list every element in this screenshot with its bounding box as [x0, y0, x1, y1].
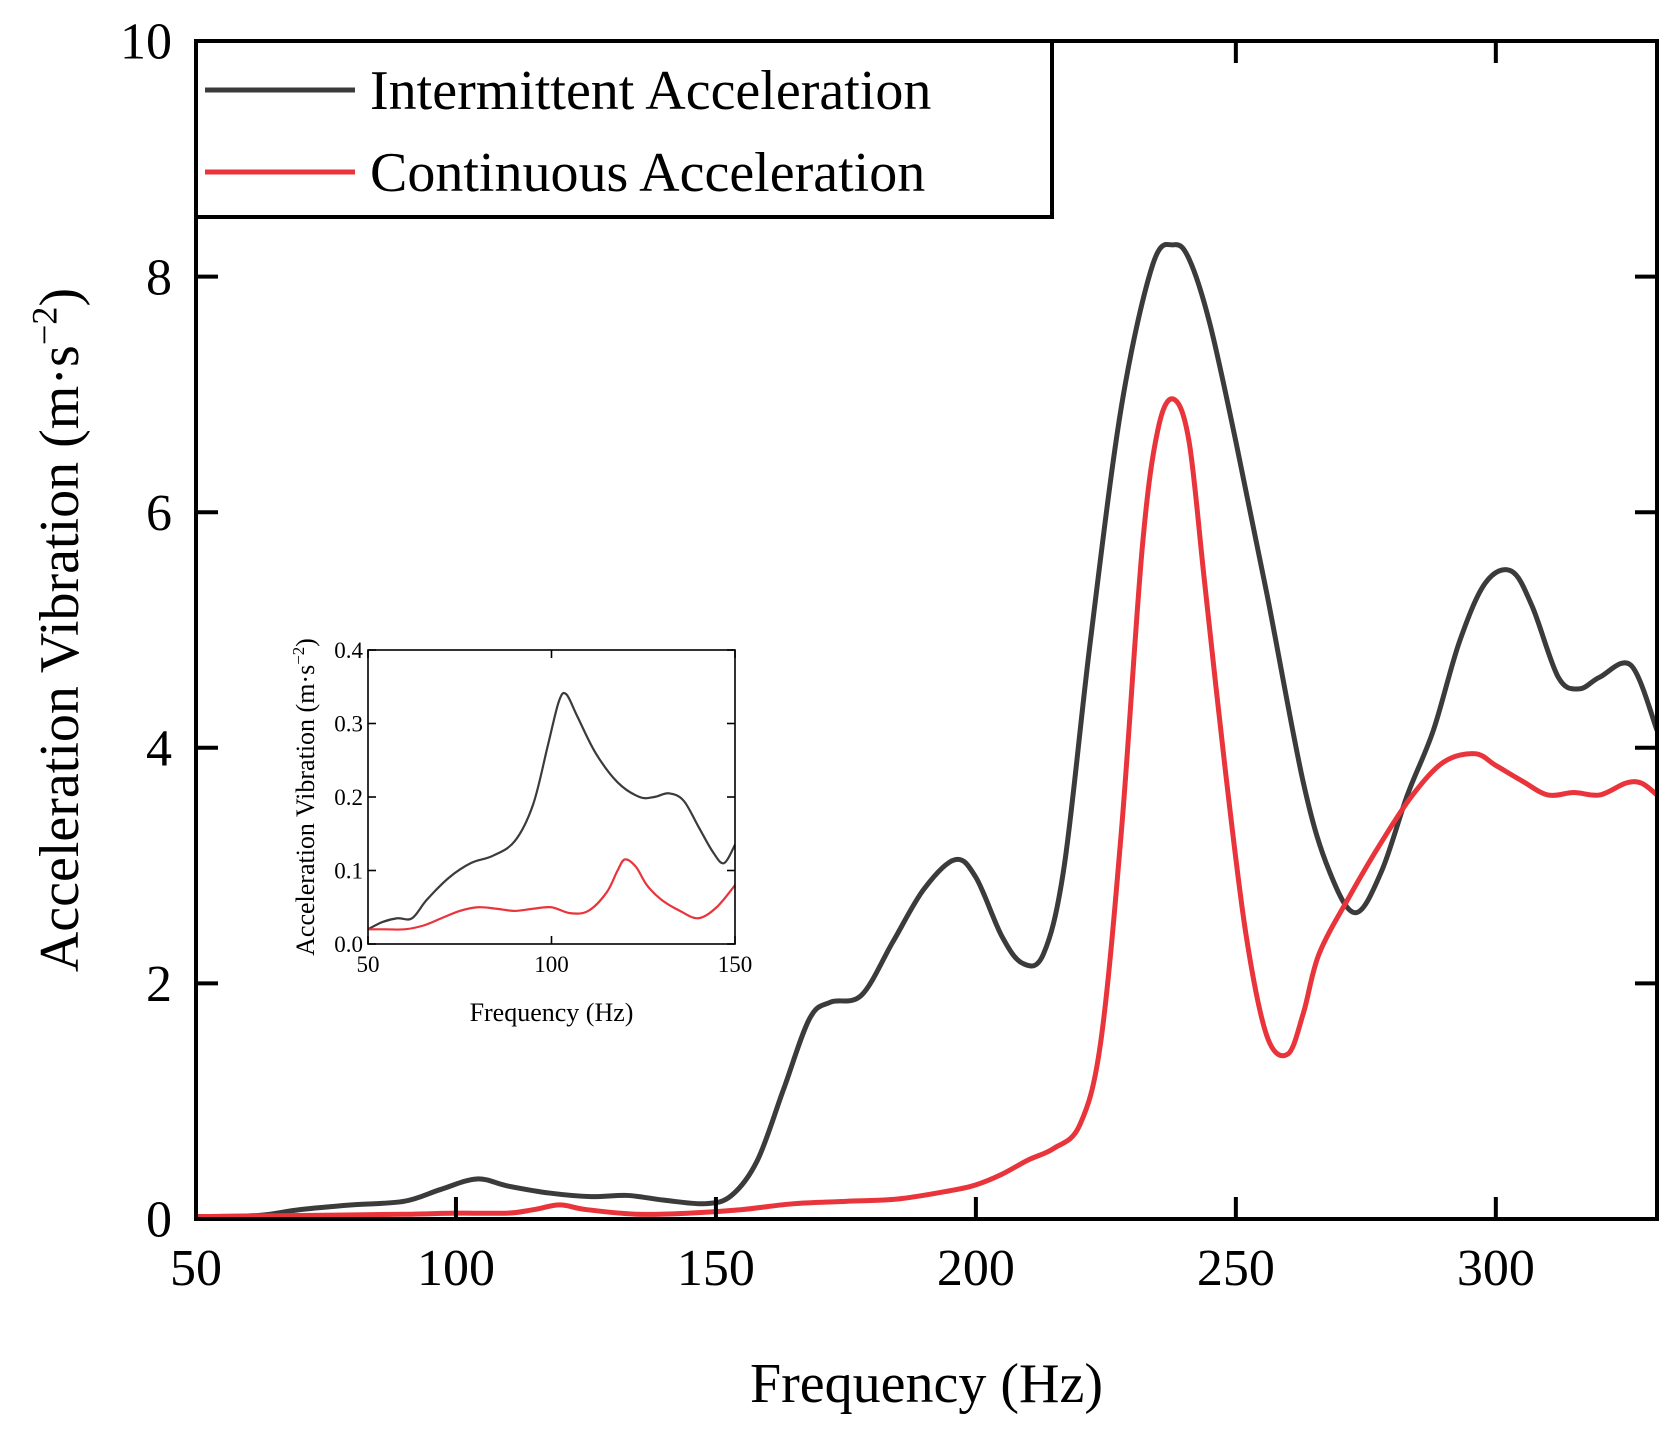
y-tick-label: 0	[146, 1192, 172, 1249]
x-tick-label: 50	[170, 1240, 222, 1297]
x-tick-label: 200	[937, 1240, 1015, 1297]
series-line-intermittent	[196, 241, 1657, 1219]
x-tick-label: 250	[1197, 1240, 1275, 1297]
x-axis-label: Frequency (Hz)	[750, 1353, 1103, 1415]
inset-x-tick-label: 50	[357, 952, 380, 977]
y-axis-label-close: )	[29, 288, 91, 307]
legend-label-continuous: Continuous Acceleration	[370, 142, 925, 204]
inset-y-axis-label: Acceleration Vibration (m·s−2)	[289, 638, 320, 956]
y-tick-label: 8	[146, 249, 172, 306]
inset-x-tick-label: 150	[718, 952, 753, 977]
x-tick-label: 100	[417, 1240, 495, 1297]
series-line-continuous	[196, 396, 1657, 1219]
y-tick-label: 2	[146, 956, 172, 1013]
inset-series-line-intermittent	[368, 691, 735, 931]
inset-series-line-continuous	[368, 858, 735, 931]
y-axis-label-superscript: −2	[25, 307, 65, 346]
inset-y-axis-label-main: Acceleration Vibration (m·s	[291, 665, 320, 956]
x-tick-label: 300	[1457, 1240, 1535, 1297]
legend-box	[194, 39, 1054, 219]
inset-y-tick-label: 0.3	[334, 711, 363, 736]
y-tick-label: 6	[146, 485, 172, 542]
inset-y-tick-label: 0.1	[334, 858, 363, 883]
y-tick-label: 4	[146, 720, 172, 777]
y-axis-label-main: Acceleration Vibration (m·s	[29, 345, 91, 972]
inset-x-tick-label: 100	[534, 952, 569, 977]
legend: Intermittent Acceleration Continuous Acce…	[194, 39, 1054, 219]
inset-y-axis-label-superscript: −2	[289, 647, 308, 665]
inset-y-tick-label: 0.4	[334, 638, 363, 663]
inset-y-axis-label-close: )	[291, 638, 320, 647]
inset-y-tick-label: 0.2	[334, 785, 363, 810]
inset-y-tick-label: 0.0	[334, 932, 363, 957]
x-tick-label: 150	[677, 1240, 755, 1297]
plot-group: 50 100 150 200 250 300 0 2 4 6 8 10 Frequency (Hz) Ac…	[25, 14, 1659, 1415]
legend-label-intermittent: Intermittent Acceleration	[370, 60, 931, 122]
inset-x-axis-label: Frequency (Hz)	[470, 998, 634, 1027]
inset-plot-group: 50 100 150 0.0 0.1 0.2 0.3 0.4 Frequency (Hz) Acc…	[289, 638, 752, 1027]
y-axis-label: Acceleration Vibration (m·s−2)	[25, 288, 91, 972]
y-tick-label: 10	[120, 14, 172, 71]
